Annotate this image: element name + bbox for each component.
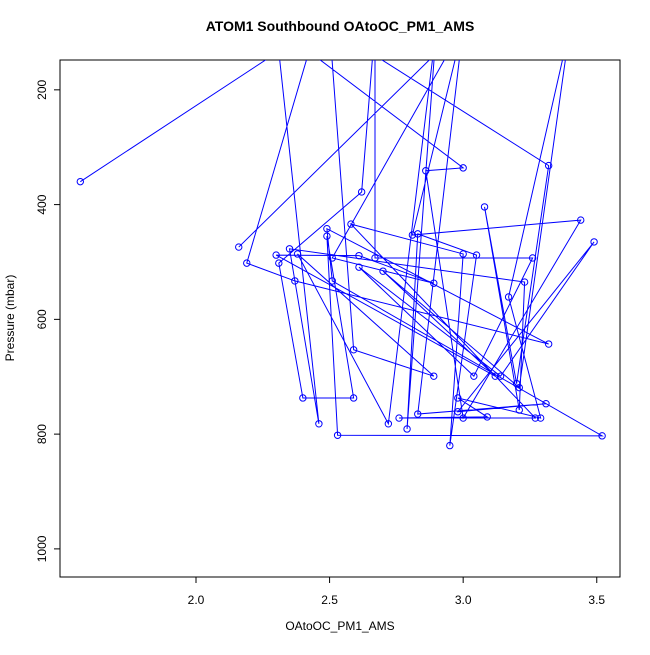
x-tick-label: 2.0	[188, 593, 205, 607]
data-point	[480, 203, 489, 211]
y-tick-label: 200	[35, 80, 49, 100]
data-point	[291, 277, 299, 285]
data-point	[430, 372, 438, 380]
data-point	[323, 224, 331, 233]
data-point	[395, 414, 403, 422]
data-point	[446, 441, 454, 450]
data-point	[459, 164, 467, 172]
x-tick-label: 3.0	[455, 593, 472, 607]
data-point	[520, 278, 529, 286]
data-point	[355, 251, 363, 260]
data-line	[80, 60, 604, 446]
data-point	[536, 414, 545, 422]
chart-title: ATOM1 Southbound OAtoOC_PM1_AMS	[206, 18, 475, 34]
data-point	[491, 372, 499, 380]
y-tick-label: 600	[35, 309, 49, 329]
data-point	[496, 372, 505, 380]
data-point	[272, 251, 280, 259]
data-point	[293, 250, 302, 258]
data-point	[371, 254, 379, 262]
data-point	[472, 251, 481, 259]
data-point	[379, 267, 387, 275]
data-point	[470, 372, 478, 380]
data-point	[347, 220, 355, 228]
y-axis-label: Pressure (mbar)	[3, 275, 17, 362]
plot-frame	[59, 59, 621, 578]
data-point	[355, 263, 363, 271]
data-point	[598, 432, 606, 440]
data-point	[328, 254, 336, 262]
data-point	[299, 394, 307, 402]
data-point	[531, 414, 540, 422]
data-point	[542, 400, 550, 408]
data-point	[577, 216, 585, 224]
data-point	[590, 238, 598, 246]
data-point	[76, 177, 85, 186]
x-axis-label: OAtoOC_PM1_AMS	[285, 619, 394, 633]
data-point	[357, 188, 366, 196]
data-point	[515, 406, 523, 414]
data-point	[422, 167, 430, 175]
plot-area	[76, 24, 606, 450]
data-point	[323, 232, 331, 240]
data-point	[459, 414, 467, 422]
data-point	[459, 250, 467, 258]
data-point	[544, 161, 553, 170]
x-tick-label: 2.5	[321, 593, 338, 607]
data-point	[403, 425, 411, 433]
data-point	[414, 410, 422, 418]
data-point	[243, 259, 251, 267]
y-tick-label: 400	[35, 194, 49, 214]
data-point	[349, 394, 358, 402]
data-point	[328, 277, 336, 285]
y-tick-label: 1000	[35, 535, 49, 562]
data-point	[333, 431, 342, 439]
x-tick-label: 3.5	[588, 593, 605, 607]
data-point	[430, 279, 438, 287]
data-point	[349, 346, 358, 354]
data-point	[315, 420, 323, 428]
data-point	[567, 24, 573, 30]
data-point	[275, 259, 283, 267]
data-point	[454, 394, 462, 402]
data-point	[408, 231, 417, 239]
data-point	[235, 243, 243, 251]
data-point	[515, 383, 523, 392]
data-point	[384, 420, 393, 428]
data-point	[544, 340, 553, 348]
data-point	[414, 230, 422, 238]
data-point	[483, 413, 491, 421]
data-point	[454, 408, 462, 416]
y-tick-label: 800	[35, 424, 49, 444]
data-point	[285, 245, 294, 253]
data-point	[528, 254, 537, 262]
data-point	[504, 293, 513, 301]
